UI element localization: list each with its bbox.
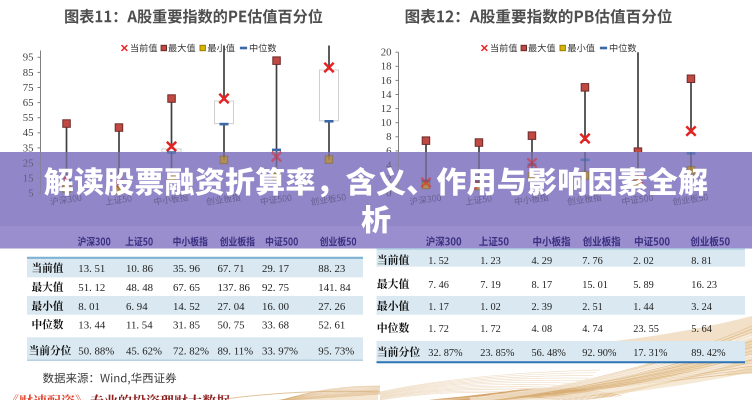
svg-text:5. 89: 5. 89 xyxy=(633,280,654,291)
svg-text:1. 44: 1. 44 xyxy=(633,302,654,313)
svg-text:20: 20 xyxy=(381,47,392,59)
svg-text:32. 87%: 32. 87% xyxy=(428,348,463,359)
svg-text:29. 17: 29. 17 xyxy=(262,263,290,275)
svg-text:8. 17: 8. 17 xyxy=(532,280,553,291)
svg-text:1. 72: 1. 72 xyxy=(428,324,449,335)
svg-text:35. 96: 35. 96 xyxy=(173,263,201,275)
svg-text:17. 31%: 17. 31% xyxy=(633,348,668,359)
svg-text:14: 14 xyxy=(381,89,392,101)
svg-text:50. 75: 50. 75 xyxy=(218,320,245,332)
svg-text:1. 02: 1. 02 xyxy=(480,302,501,313)
svg-text:75: 75 xyxy=(23,82,34,94)
svg-text:67. 65: 67. 65 xyxy=(173,282,200,294)
svg-text:23. 85%: 23. 85% xyxy=(480,348,515,359)
svg-text:51. 12: 51. 12 xyxy=(78,282,105,294)
svg-text:5: 5 xyxy=(28,188,33,200)
svg-text:15: 15 xyxy=(23,173,34,185)
svg-text:4. 29: 4. 29 xyxy=(532,256,553,267)
svg-text:16. 00: 16. 00 xyxy=(262,301,289,313)
svg-text:8: 8 xyxy=(386,131,391,143)
svg-text:4: 4 xyxy=(386,159,392,171)
svg-text:52. 61: 52. 61 xyxy=(318,320,345,332)
svg-text:141. 84: 141. 84 xyxy=(318,282,351,294)
svg-text:8. 01: 8. 01 xyxy=(78,301,100,313)
svg-text:48. 48: 48. 48 xyxy=(126,282,153,294)
svg-text:89. 42%: 89. 42% xyxy=(691,348,726,359)
svg-text:1. 23: 1. 23 xyxy=(480,256,501,267)
svg-text:16. 23: 16. 23 xyxy=(691,280,717,291)
svg-text:4. 74: 4. 74 xyxy=(582,324,603,335)
svg-text:0: 0 xyxy=(386,188,391,200)
svg-text:13. 51: 13. 51 xyxy=(78,263,105,275)
svg-text:56. 48%: 56. 48% xyxy=(532,348,567,359)
svg-text:45. 62%: 45. 62% xyxy=(126,346,162,358)
svg-text:55: 55 xyxy=(23,112,34,124)
svg-text:2. 39: 2. 39 xyxy=(532,302,553,313)
svg-text:85: 85 xyxy=(23,67,34,79)
svg-text:27. 26: 27. 26 xyxy=(318,301,346,313)
svg-text:8. 81: 8. 81 xyxy=(691,256,712,267)
svg-text:14. 52: 14. 52 xyxy=(173,301,200,313)
svg-text:2. 02: 2. 02 xyxy=(633,256,654,267)
svg-text:35: 35 xyxy=(23,142,34,154)
svg-text:3. 24: 3. 24 xyxy=(691,302,712,313)
svg-text:88. 23: 88. 23 xyxy=(318,263,345,275)
svg-text:1. 17: 1. 17 xyxy=(428,302,449,313)
svg-text:33. 68: 33. 68 xyxy=(262,320,289,332)
svg-text:10: 10 xyxy=(381,117,392,129)
svg-text:137. 86: 137. 86 xyxy=(218,282,251,294)
svg-text:27. 04: 27. 04 xyxy=(218,301,246,313)
svg-text:6. 94: 6. 94 xyxy=(126,301,148,313)
svg-text:65: 65 xyxy=(23,97,34,109)
svg-text:89. 11%: 89. 11% xyxy=(218,346,254,358)
svg-text:7. 46: 7. 46 xyxy=(428,280,449,291)
svg-text:95. 73%: 95. 73% xyxy=(318,346,354,358)
svg-text:11. 54: 11. 54 xyxy=(126,320,153,332)
svg-text:7. 19: 7. 19 xyxy=(480,280,501,291)
svg-text:7. 76: 7. 76 xyxy=(582,256,603,267)
svg-text:23. 55: 23. 55 xyxy=(633,324,659,335)
svg-text:72. 82%: 72. 82% xyxy=(173,346,209,358)
svg-text:67. 71: 67. 71 xyxy=(218,263,245,275)
svg-text:4. 08: 4. 08 xyxy=(532,324,553,335)
svg-text:12: 12 xyxy=(381,103,392,115)
svg-text:33. 97%: 33. 97% xyxy=(262,346,298,358)
svg-text:50. 88%: 50. 88% xyxy=(78,346,114,358)
svg-text:16: 16 xyxy=(381,75,392,87)
svg-text:95: 95 xyxy=(23,52,34,64)
svg-text:92. 75: 92. 75 xyxy=(262,282,289,294)
svg-text:1. 52: 1. 52 xyxy=(428,256,449,267)
svg-text:15. 01: 15. 01 xyxy=(582,280,608,291)
svg-text:31. 85: 31. 85 xyxy=(173,320,200,332)
svg-text:2: 2 xyxy=(386,174,391,186)
svg-text:6: 6 xyxy=(386,145,392,157)
svg-text:18: 18 xyxy=(381,61,392,73)
svg-text:2. 51: 2. 51 xyxy=(582,302,603,313)
svg-text:92. 90%: 92. 90% xyxy=(582,348,617,359)
svg-text:5. 64: 5. 64 xyxy=(691,324,712,335)
svg-text:13. 44: 13. 44 xyxy=(78,320,106,332)
svg-text:1. 72: 1. 72 xyxy=(480,324,501,335)
svg-text:10. 86: 10. 86 xyxy=(126,263,154,275)
svg-text:45: 45 xyxy=(23,127,34,139)
svg-text:25: 25 xyxy=(23,157,34,169)
